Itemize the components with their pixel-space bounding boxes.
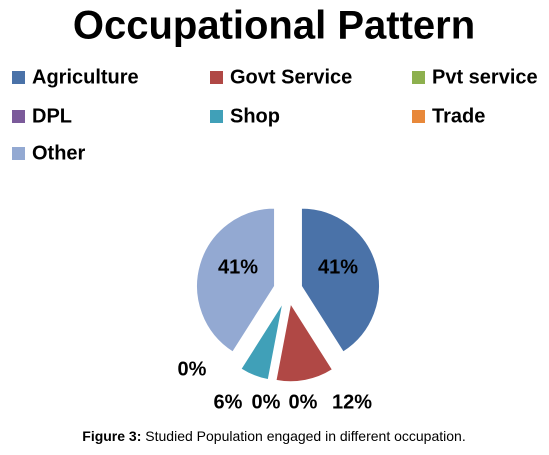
- legend-swatch: [210, 71, 223, 84]
- pie-slice: [240, 302, 284, 381]
- legend-label: DPL: [32, 105, 72, 127]
- pie-slice: [238, 301, 281, 368]
- data-label: 0%: [178, 358, 207, 380]
- legend-label: Agriculture: [32, 66, 139, 88]
- legend-label: Govt Service: [230, 66, 352, 88]
- chart-title: Occupational Pattern: [73, 4, 475, 48]
- data-label: 6%: [214, 391, 243, 413]
- data-label: 0%: [252, 391, 281, 413]
- data-label: 0%: [289, 391, 318, 413]
- pie-slice: [270, 303, 286, 381]
- legend-swatch: [12, 71, 25, 84]
- legend-swatch: [12, 110, 25, 123]
- pie-slice: [275, 302, 334, 383]
- legend-label: Other: [32, 142, 86, 164]
- caption: Figure 3: Studied Population engaged in …: [82, 428, 465, 444]
- legend-swatch: [412, 110, 425, 123]
- caption-label: Figure 3:: [82, 428, 141, 444]
- legend-label: Pvt service: [432, 66, 538, 88]
- legend-label: Trade: [432, 105, 485, 127]
- data-label: 41%: [318, 256, 358, 278]
- caption-text: Studied Population engaged in different …: [145, 428, 465, 444]
- data-label: 41%: [218, 256, 258, 278]
- pie-slice: [196, 207, 276, 353]
- legend-swatch: [412, 71, 425, 84]
- data-label: 12%: [332, 391, 372, 413]
- legend-swatch: [210, 110, 223, 123]
- legend-label: Shop: [230, 105, 280, 127]
- pie-slice: [300, 207, 380, 353]
- legend-swatch: [12, 147, 25, 160]
